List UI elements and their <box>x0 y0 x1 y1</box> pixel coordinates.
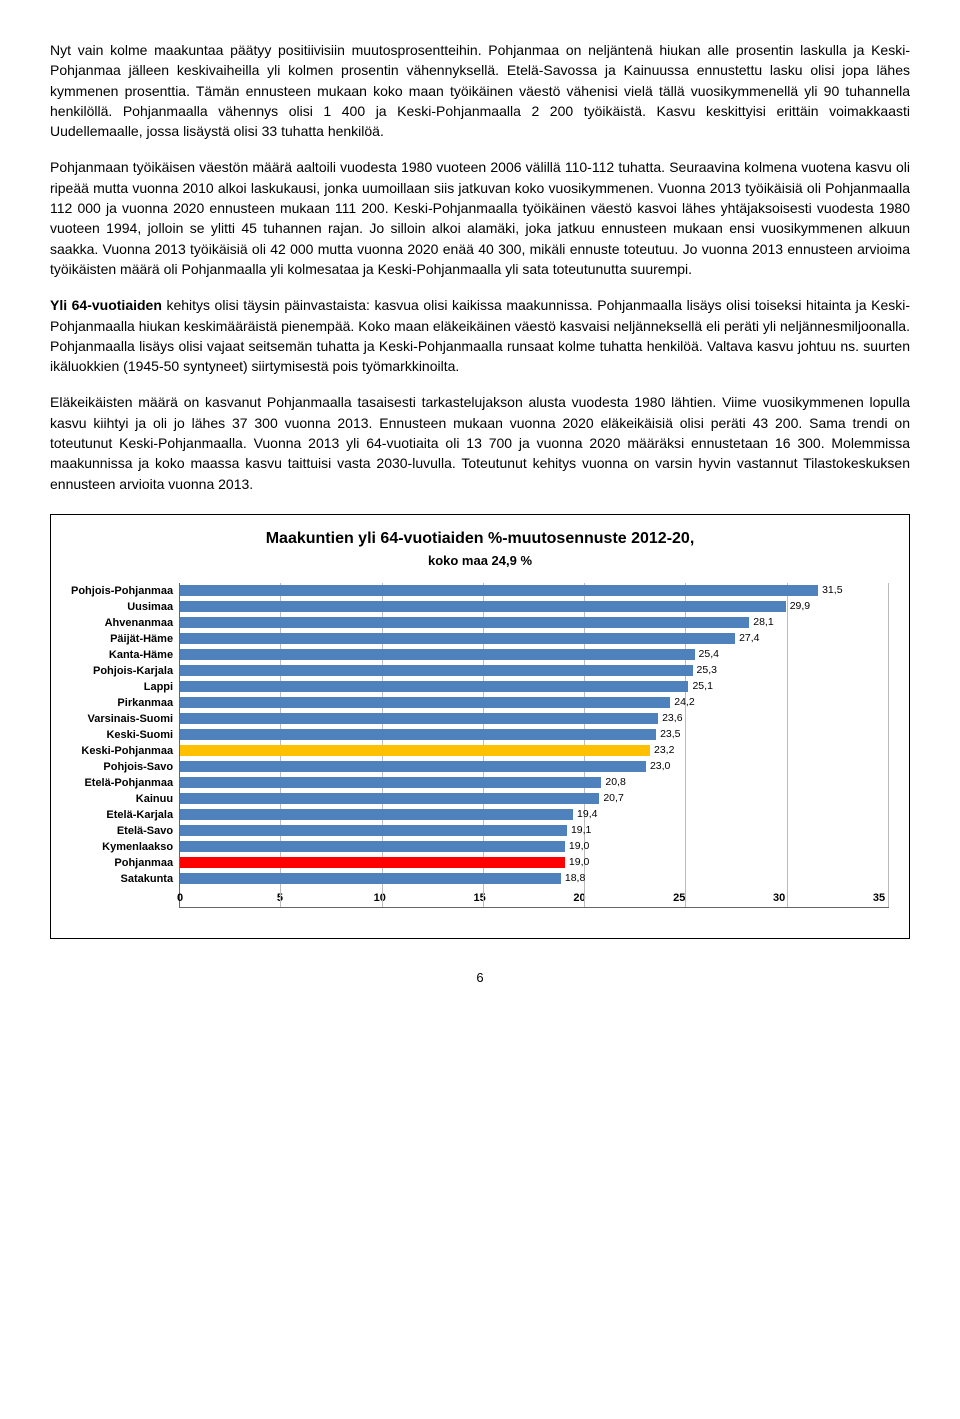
bar-value-label: 27,4 <box>739 631 759 646</box>
y-axis-label: Etelä-Karjala <box>71 807 173 823</box>
bar: 23,6 <box>180 713 658 724</box>
bar: 25,3 <box>180 665 692 676</box>
y-axis-labels: Pohjois-PohjanmaaUusimaaAhvenanmaaPäijät… <box>71 583 179 908</box>
x-axis-labels: 05101520253035 <box>180 891 889 907</box>
bar-row: 23,6 <box>180 711 889 727</box>
bold-run: Yli 64-vuotiaiden <box>50 297 162 313</box>
plot-area: 31,529,928,127,425,425,325,124,223,623,5… <box>179 583 889 908</box>
y-axis-label: Kymenlaakso <box>71 839 173 855</box>
bar-value-label: 24,2 <box>674 695 694 710</box>
bar: 23,2 <box>180 745 650 756</box>
bar: 19,4 <box>180 809 573 820</box>
x-axis-tick: 35 <box>869 891 889 907</box>
bar-row: 23,0 <box>180 759 889 775</box>
bar-value-label: 29,9 <box>790 599 810 614</box>
bar: 18,8 <box>180 873 561 884</box>
bar-row: 19,4 <box>180 807 889 823</box>
bar: 31,5 <box>180 585 818 596</box>
bar-value-label: 23,0 <box>650 759 670 774</box>
bar-row: 19,1 <box>180 823 889 839</box>
body-paragraph: Pohjanmaan työikäisen väestön määrä aalt… <box>50 157 910 279</box>
bar-value-label: 25,3 <box>697 663 717 678</box>
bar: 29,9 <box>180 601 786 612</box>
bar-row: 24,2 <box>180 695 889 711</box>
chart-body: Pohjois-PohjanmaaUusimaaAhvenanmaaPäijät… <box>71 583 889 908</box>
x-axis-tick: 30 <box>769 891 789 907</box>
bar-row: 29,9 <box>180 599 889 615</box>
y-axis-label: Keski-Pohjanmaa <box>71 743 173 759</box>
bar-row: 31,5 <box>180 583 889 599</box>
body-paragraph: Eläkeikäisten määrä on kasvanut Pohjanma… <box>50 392 910 493</box>
bar: 19,0 <box>180 857 565 868</box>
bar-row: 23,5 <box>180 727 889 743</box>
bar-row: 20,8 <box>180 775 889 791</box>
paragraph-rest: kehitys olisi täysin päinvastaista: kasv… <box>50 297 910 374</box>
y-axis-label: Pirkanmaa <box>71 695 173 711</box>
body-paragraph: Nyt vain kolme maakuntaa päätyy positiiv… <box>50 40 910 141</box>
bar-row: 25,3 <box>180 663 889 679</box>
bar-row: 19,0 <box>180 855 889 871</box>
chart-container: Maakuntien yli 64-vuotiaiden %-muutosenn… <box>50 514 910 939</box>
x-axis-tick: 5 <box>270 891 290 907</box>
bar-value-label: 19,4 <box>577 807 597 822</box>
bar-row: 28,1 <box>180 615 889 631</box>
bar-value-label: 19,0 <box>569 839 589 854</box>
y-axis-label: Pohjois-Savo <box>71 759 173 775</box>
bar: 19,1 <box>180 825 567 836</box>
bar-value-label: 19,1 <box>571 823 591 838</box>
x-axis-tick: 15 <box>470 891 490 907</box>
bars-group: 31,529,928,127,425,425,325,124,223,623,5… <box>180 583 889 887</box>
x-axis-tick: 10 <box>370 891 390 907</box>
x-axis-tick: 20 <box>569 891 589 907</box>
bar: 24,2 <box>180 697 670 708</box>
bar-value-label: 20,7 <box>603 791 623 806</box>
bar-row: 27,4 <box>180 631 889 647</box>
y-axis-label: Etelä-Pohjanmaa <box>71 775 173 791</box>
x-axis-tick: 25 <box>669 891 689 907</box>
bar-value-label: 23,5 <box>660 727 680 742</box>
y-axis-label: Kanta-Häme <box>71 647 173 663</box>
bar-row: 18,8 <box>180 871 889 887</box>
bar: 23,0 <box>180 761 646 772</box>
page-number: 6 <box>50 969 910 988</box>
bar-row: 19,0 <box>180 839 889 855</box>
chart-subtitle: koko maa 24,9 % <box>71 552 889 571</box>
x-axis-tick: 0 <box>170 891 190 907</box>
bar-value-label: 25,1 <box>692 679 712 694</box>
y-axis-label: Lappi <box>71 679 173 695</box>
bar-row: 25,4 <box>180 647 889 663</box>
chart-title: Maakuntien yli 64-vuotiaiden %-muutosenn… <box>71 527 889 550</box>
bar: 23,5 <box>180 729 656 740</box>
bar: 27,4 <box>180 633 735 644</box>
y-axis-label: Kainuu <box>71 791 173 807</box>
y-axis-label: Pohjanmaa <box>71 855 173 871</box>
bar-row: 23,2 <box>180 743 889 759</box>
y-axis-label: Satakunta <box>71 871 173 887</box>
bar-value-label: 19,0 <box>569 855 589 870</box>
bar: 28,1 <box>180 617 749 628</box>
y-axis-label: Varsinais-Suomi <box>71 711 173 727</box>
bar-value-label: 31,5 <box>822 583 842 598</box>
bar-value-label: 18,8 <box>565 871 585 886</box>
y-axis-label: Pohjois-Pohjanmaa <box>71 583 173 599</box>
bar-row: 25,1 <box>180 679 889 695</box>
y-axis-label: Pohjois-Karjala <box>71 663 173 679</box>
y-axis-label: Päijät-Häme <box>71 631 173 647</box>
bar: 25,1 <box>180 681 688 692</box>
bar-value-label: 25,4 <box>699 647 719 662</box>
bar-value-label: 23,6 <box>662 711 682 726</box>
y-axis-label: Uusimaa <box>71 599 173 615</box>
bar: 19,0 <box>180 841 565 852</box>
y-axis-label: Keski-Suomi <box>71 727 173 743</box>
y-axis-label: Ahvenanmaa <box>71 615 173 631</box>
bar: 20,7 <box>180 793 599 804</box>
bar-value-label: 23,2 <box>654 743 674 758</box>
body-paragraph: Yli 64-vuotiaiden kehitys olisi täysin p… <box>50 295 910 376</box>
y-axis-label: Etelä-Savo <box>71 823 173 839</box>
bar-value-label: 28,1 <box>753 615 773 630</box>
bar-value-label: 20,8 <box>605 775 625 790</box>
bar: 25,4 <box>180 649 694 660</box>
bar-row: 20,7 <box>180 791 889 807</box>
bar: 20,8 <box>180 777 601 788</box>
